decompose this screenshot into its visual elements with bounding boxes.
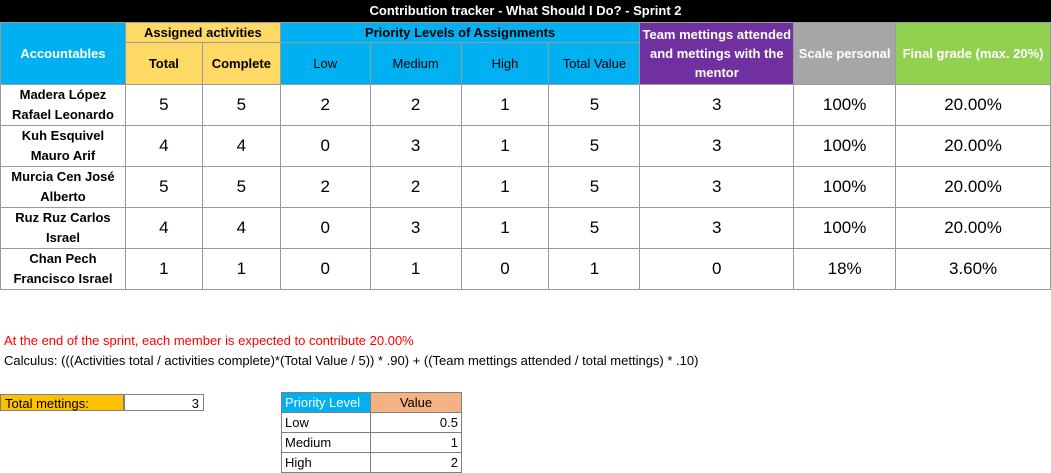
- cell-high[interactable]: 0: [460, 248, 550, 290]
- cell-meetings[interactable]: 3: [639, 84, 795, 126]
- cell-medium[interactable]: 3: [369, 207, 462, 249]
- cell-high[interactable]: 1: [460, 84, 550, 126]
- header-total-value[interactable]: Total Value: [548, 42, 641, 85]
- sheet-title: Contribution tracker - What Should I Do?…: [0, 0, 1051, 22]
- accountable-name[interactable]: Kuh Esquivel Mauro Arif: [0, 125, 126, 167]
- cell-grade[interactable]: 20.00%: [895, 207, 1051, 249]
- cell-total[interactable]: 5: [124, 166, 203, 208]
- table-row: Ruz Ruz Carlos Israel 4 4 0 3 1 5 3 100%…: [0, 207, 1051, 249]
- expected-contribution-note[interactable]: At the end of the sprint, each member is…: [4, 333, 414, 348]
- header-final-grade[interactable]: Final grade (max. 20%): [895, 22, 1051, 85]
- cell-complete[interactable]: 5: [201, 84, 281, 126]
- cell-complete[interactable]: 5: [201, 166, 281, 208]
- cell-total-value[interactable]: 1: [548, 248, 641, 290]
- cell-total[interactable]: 4: [124, 125, 203, 167]
- cell-total-value[interactable]: 5: [548, 166, 641, 208]
- header-assigned-activities[interactable]: Assigned activities: [124, 22, 281, 43]
- cell-complete[interactable]: 1: [201, 248, 281, 290]
- cell-grade[interactable]: 20.00%: [895, 125, 1051, 167]
- header-low[interactable]: Low: [279, 42, 371, 85]
- cell-low[interactable]: 0: [279, 248, 371, 290]
- cell-high[interactable]: 1: [460, 125, 550, 167]
- contribution-table: Accountables Assigned activities Priorit…: [0, 22, 1051, 290]
- cell-total[interactable]: 4: [124, 207, 203, 249]
- priority-value-cell[interactable]: 2: [370, 452, 462, 473]
- cell-total-value[interactable]: 5: [548, 207, 641, 249]
- cell-high[interactable]: 1: [460, 207, 550, 249]
- cell-low[interactable]: 2: [279, 84, 371, 126]
- priority-level-cell[interactable]: High: [281, 452, 371, 473]
- cell-total[interactable]: 5: [124, 84, 203, 126]
- cell-medium[interactable]: 1: [369, 248, 462, 290]
- table-row: Murcia Cen José Alberto 5 5 2 2 1 5 3 10…: [0, 166, 1051, 208]
- cell-total[interactable]: 1: [124, 248, 203, 290]
- accountable-name[interactable]: Chan Pech Francisco Israel: [0, 248, 126, 290]
- cell-scale[interactable]: 18%: [793, 248, 897, 290]
- cell-medium[interactable]: 3: [369, 125, 462, 167]
- priority-value-table: Priority Level Value Low 0.5 Medium 1 Hi…: [281, 392, 462, 473]
- cell-scale[interactable]: 100%: [793, 166, 897, 208]
- table-row: Madera López Rafael Leonardo 5 5 2 2 1 5…: [0, 84, 1051, 126]
- cell-complete[interactable]: 4: [201, 125, 281, 167]
- table-row: High 2: [281, 452, 462, 473]
- header-high[interactable]: High: [460, 42, 550, 85]
- cell-total-value[interactable]: 5: [548, 84, 641, 126]
- header-total[interactable]: Total: [124, 42, 203, 85]
- cell-medium[interactable]: 2: [369, 166, 462, 208]
- cell-complete[interactable]: 4: [201, 207, 281, 249]
- priority-value-cell[interactable]: 0.5: [370, 412, 462, 433]
- table-row: Kuh Esquivel Mauro Arif 4 4 0 3 1 5 3 10…: [0, 125, 1051, 167]
- header-medium[interactable]: Medium: [369, 42, 462, 85]
- cell-meetings[interactable]: 0: [639, 248, 795, 290]
- priority-value-cell[interactable]: 1: [370, 432, 462, 453]
- cell-scale[interactable]: 100%: [793, 125, 897, 167]
- accountable-name[interactable]: Murcia Cen José Alberto: [0, 166, 126, 208]
- table-row: Low 0.5: [281, 412, 462, 433]
- cell-medium[interactable]: 2: [369, 84, 462, 126]
- cell-low[interactable]: 0: [279, 125, 371, 167]
- cell-low[interactable]: 2: [279, 166, 371, 208]
- cell-scale[interactable]: 100%: [793, 207, 897, 249]
- cell-grade[interactable]: 20.00%: [895, 84, 1051, 126]
- table-row: Chan Pech Francisco Israel 1 1 0 1 0 1 0…: [0, 248, 1051, 290]
- header-complete[interactable]: Complete: [201, 42, 281, 85]
- cell-meetings[interactable]: 3: [639, 166, 795, 208]
- calculus-note[interactable]: Calculus: (((Activities total / activiti…: [4, 353, 699, 368]
- cell-high[interactable]: 1: [460, 166, 550, 208]
- cell-low[interactable]: 0: [279, 207, 371, 249]
- priority-value-header[interactable]: Value: [370, 392, 462, 413]
- header-scale-personal[interactable]: Scale personal: [793, 22, 897, 85]
- accountable-name[interactable]: Ruz Ruz Carlos Israel: [0, 207, 126, 249]
- header-accountables[interactable]: Accountables: [0, 22, 126, 85]
- priority-level-header[interactable]: Priority Level: [281, 392, 371, 413]
- priority-level-cell[interactable]: Low: [281, 412, 371, 433]
- accountable-name[interactable]: Madera López Rafael Leonardo: [0, 84, 126, 126]
- priority-level-cell[interactable]: Medium: [281, 432, 371, 453]
- cell-meetings[interactable]: 3: [639, 207, 795, 249]
- cell-grade[interactable]: 3.60%: [895, 248, 1051, 290]
- header-priority-levels[interactable]: Priority Levels of Assignments: [279, 22, 641, 43]
- table-row: Medium 1: [281, 432, 462, 453]
- cell-meetings[interactable]: 3: [639, 125, 795, 167]
- cell-scale[interactable]: 100%: [793, 84, 897, 126]
- cell-total-value[interactable]: 5: [548, 125, 641, 167]
- total-meetings-value[interactable]: 3: [124, 394, 204, 411]
- cell-grade[interactable]: 20.00%: [895, 166, 1051, 208]
- header-team-meetings[interactable]: Team mettings attended and mettings with…: [639, 22, 795, 85]
- total-meetings-label[interactable]: Total mettings:: [0, 394, 124, 411]
